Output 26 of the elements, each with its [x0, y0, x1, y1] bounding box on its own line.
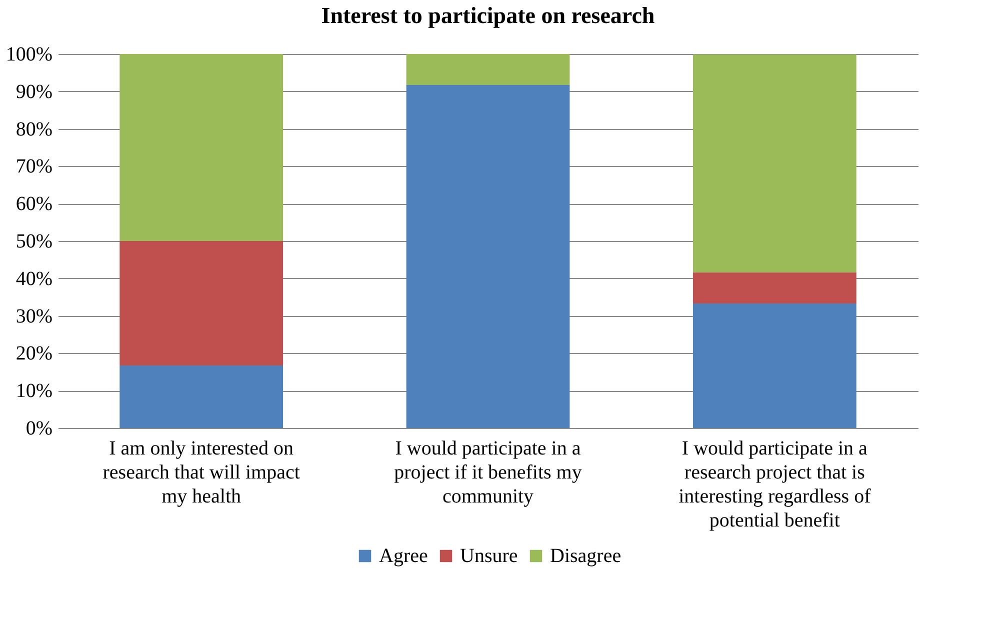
bar — [692, 54, 856, 272]
y-tick-label: 0% — [26, 418, 52, 440]
y-tick-label: 90% — [16, 80, 52, 103]
legend-label: Agree — [379, 545, 428, 567]
y-tick-label: 80% — [16, 118, 52, 140]
bar — [120, 366, 284, 428]
bar — [406, 54, 570, 86]
bar — [120, 54, 284, 241]
legend-label: Unsure — [460, 545, 518, 567]
y-tick-label: 40% — [16, 268, 52, 290]
y-tick-label: 70% — [16, 156, 52, 178]
bar — [120, 241, 284, 366]
legend-label: Disagree — [550, 545, 622, 567]
y-tick-label: 10% — [16, 380, 52, 402]
y-tick-label: 50% — [16, 230, 52, 252]
x-tick-label: I would participate in a project if it benefits my community — [394, 438, 582, 508]
bar — [692, 272, 856, 304]
bar — [692, 303, 856, 428]
y-tick-label: 60% — [16, 193, 52, 216]
bar — [406, 85, 570, 428]
x-tick-label: I am only interested on research that will impact my health — [102, 438, 300, 508]
chart-title: Interest to participate on research — [321, 3, 655, 28]
y-tick-label: 30% — [16, 305, 52, 328]
y-tick-label: 100% — [6, 44, 52, 66]
x-tick-label: I would participate in a research project that is interesting regardless of potential benefit — [678, 438, 872, 532]
y-tick-label: 20% — [16, 342, 52, 365]
